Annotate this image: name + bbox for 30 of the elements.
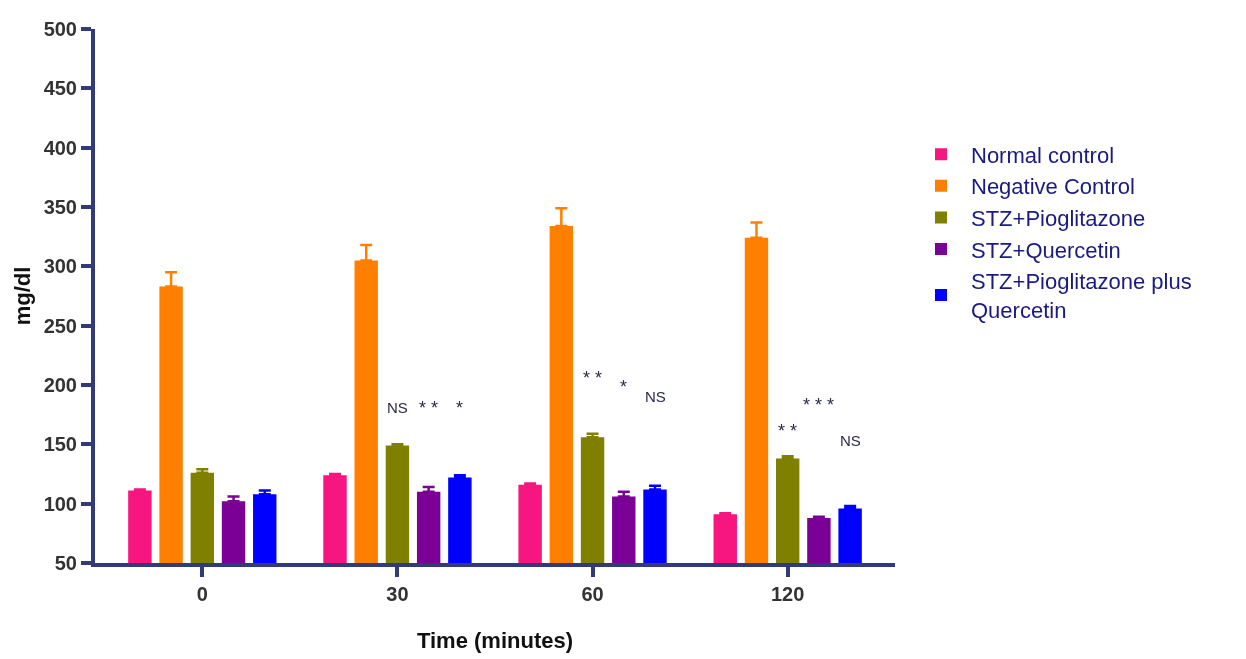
x-tick-label: 60 bbox=[581, 583, 604, 605]
y-tick-label: 500 bbox=[43, 18, 77, 40]
y-tick-label: 450 bbox=[43, 77, 77, 100]
y-tick-label: 100 bbox=[43, 492, 77, 515]
annotation: * bbox=[620, 377, 628, 397]
x-tick-label: 120 bbox=[770, 583, 805, 605]
x-tick-label: 0 bbox=[196, 583, 208, 605]
annotation: * bbox=[456, 398, 464, 418]
y-tick-label: 150 bbox=[43, 433, 77, 456]
annotation: NS bbox=[387, 399, 408, 416]
y-tick-label: 300 bbox=[43, 255, 77, 278]
annotation: NS bbox=[645, 388, 666, 405]
legend-label: Negative Control bbox=[971, 174, 1135, 200]
annotation: * * bbox=[778, 421, 798, 441]
y-tick-label: 350 bbox=[43, 196, 77, 218]
annotation: * * bbox=[583, 368, 603, 388]
y-tick-label: 400 bbox=[43, 136, 77, 159]
y-tick-label: 50 bbox=[54, 552, 77, 574]
x-tick-label: 30 bbox=[386, 583, 409, 605]
y-tick-label: 250 bbox=[43, 314, 77, 337]
x-axis-title: Time (minutes) bbox=[416, 628, 574, 654]
legend-label: STZ+Pioglitazone bbox=[971, 206, 1146, 231]
annotation: * * * bbox=[803, 395, 835, 415]
legend-label: Normal control bbox=[971, 142, 1115, 168]
legend-label: STZ+Pioglitazone plus Quercetin bbox=[971, 269, 1192, 323]
y-tick-label: 200 bbox=[43, 374, 77, 396]
y-axis-title: mg/dl bbox=[9, 266, 35, 326]
annotation: NS bbox=[840, 432, 861, 449]
annotation: * * bbox=[419, 398, 439, 418]
legend-label: STZ+Quercetin bbox=[971, 237, 1121, 263]
